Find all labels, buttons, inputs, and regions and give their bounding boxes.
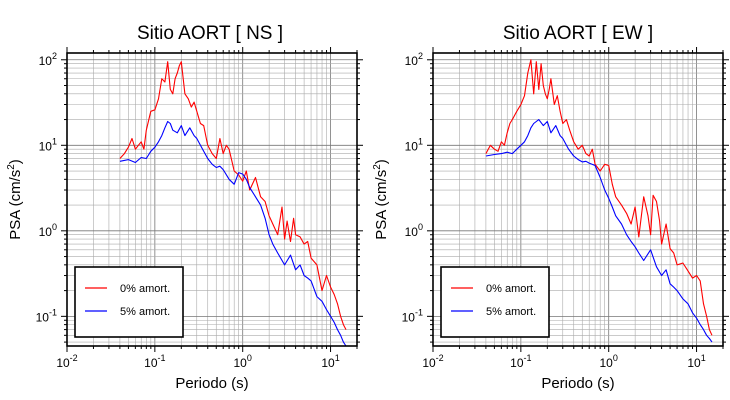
x-tick-label: 100 xyxy=(600,353,618,370)
series-line-red xyxy=(119,61,347,330)
x-tick-label: 101 xyxy=(321,353,339,370)
legend-label: 0% amort. xyxy=(486,283,536,295)
y-tick-label: 101 xyxy=(405,136,423,153)
legend-label: 5% amort. xyxy=(486,306,536,318)
x-tick-label: 10-1 xyxy=(144,353,165,370)
axes-frame xyxy=(66,52,358,347)
chart-title: Sitio AORT [ EW ] xyxy=(503,23,653,44)
tick-marks xyxy=(427,47,729,352)
legend-box xyxy=(74,266,184,338)
y-tick-label: 10-1 xyxy=(36,307,57,324)
y-tick-label: 102 xyxy=(39,51,57,68)
y-axis-label: PSA (cm/s2) xyxy=(372,159,390,240)
x-axis-label: Periodo (s) xyxy=(541,375,614,392)
axes-frame xyxy=(432,52,724,347)
x-tick-label: 10-1 xyxy=(510,353,531,370)
series-line-red xyxy=(485,59,713,336)
y-tick-label: 101 xyxy=(39,136,57,153)
x-tick-label: 10-2 xyxy=(56,353,77,370)
y-tick-label: 10-1 xyxy=(402,307,423,324)
legend-box xyxy=(440,266,550,338)
y-tick-label: 100 xyxy=(39,222,57,239)
tick-marks xyxy=(61,47,363,352)
chart-panel-1: 10-2 10-1 100 101 10-1 100 101 102 Sitio AORT [ … xyxy=(6,23,363,392)
series-line-blue xyxy=(119,120,347,347)
x-axis-label: Periodo (s) xyxy=(175,375,248,392)
legend-label: 5% amort. xyxy=(120,306,170,318)
series-line-blue xyxy=(485,119,713,343)
legend-label: 0% amort. xyxy=(120,283,170,295)
x-tick-label: 100 xyxy=(234,353,252,370)
x-tick-label: 101 xyxy=(687,353,705,370)
legend: 0% amort. 5% amort. xyxy=(74,266,184,338)
y-tick-label: 102 xyxy=(405,51,423,68)
legend: 0% amort. 5% amort. xyxy=(440,266,550,338)
x-tick-label: 10-2 xyxy=(422,353,443,370)
chart-title: Sitio AORT [ NS ] xyxy=(137,23,283,44)
y-axis-label: PSA (cm/s2) xyxy=(6,159,24,240)
y-tick-label: 100 xyxy=(405,222,423,239)
chart-panel-2: 10-2 10-1 100 101 10-1 100 101 102 Sitio AORT [ … xyxy=(372,23,729,392)
